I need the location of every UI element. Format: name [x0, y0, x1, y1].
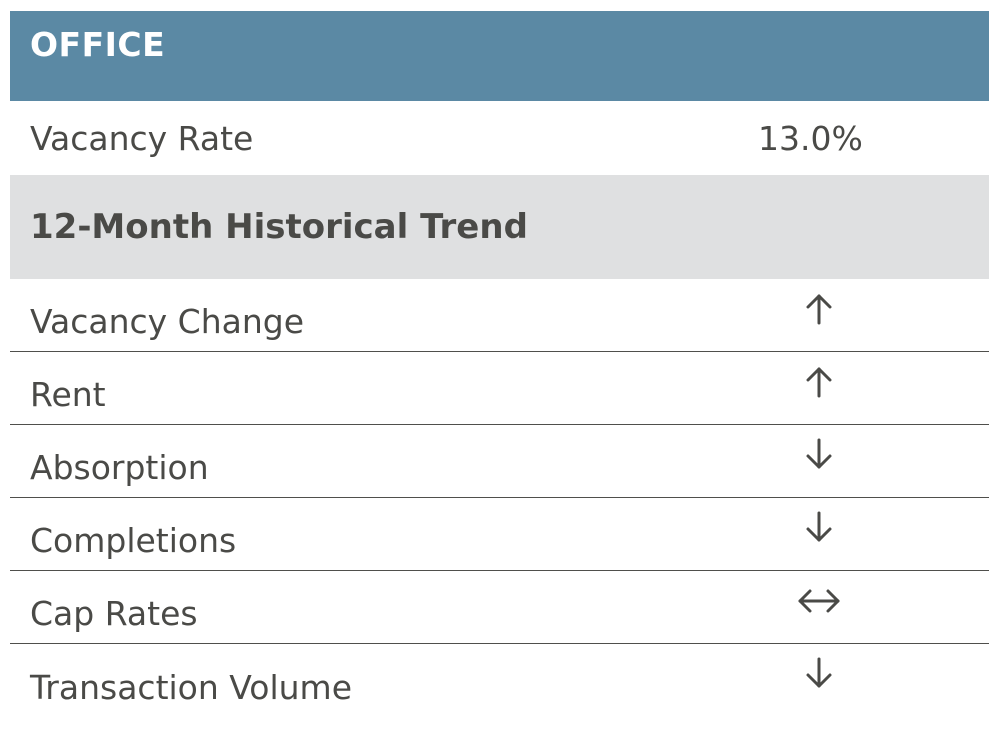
panel-title: OFFICE — [30, 25, 166, 64]
trend-section-title: 12-Month Historical Trend — [30, 207, 528, 247]
trend-row-label: Rent — [30, 375, 106, 414]
office-market-panel: OFFICE Vacancy Rate 13.0% 12-Month Histo… — [10, 11, 989, 717]
trend-row-vacancy-change: Vacancy Change — [10, 279, 989, 352]
arrow-down-icon — [796, 437, 842, 473]
trend-row-rent: Rent — [10, 352, 989, 425]
trend-row-absorption: Absorption — [10, 425, 989, 498]
trend-row-label: Completions — [30, 521, 237, 560]
trend-row-label: Cap Rates — [30, 594, 198, 633]
vacancy-rate-value: 13.0% — [758, 118, 863, 158]
vacancy-rate-label: Vacancy Rate — [30, 118, 254, 158]
trend-section-header: 12-Month Historical Trend — [10, 175, 989, 279]
trend-row-cap-rates: Cap Rates — [10, 571, 989, 644]
trend-row-label: Transaction Volume — [30, 668, 353, 707]
arrow-down-icon — [796, 510, 842, 546]
vacancy-rate-row: Vacancy Rate 13.0% — [10, 101, 989, 175]
trend-row-completions: Completions — [10, 498, 989, 571]
trend-row-label: Vacancy Change — [30, 302, 305, 341]
trend-row-label: Absorption — [30, 448, 209, 487]
trend-row-transaction-volume: Transaction Volume — [10, 644, 989, 717]
panel-header: OFFICE — [10, 11, 989, 101]
arrow-up-icon — [796, 291, 842, 327]
arrow-down-icon — [796, 656, 842, 692]
arrow-left-right-icon — [796, 583, 842, 619]
arrow-up-icon — [796, 364, 842, 400]
